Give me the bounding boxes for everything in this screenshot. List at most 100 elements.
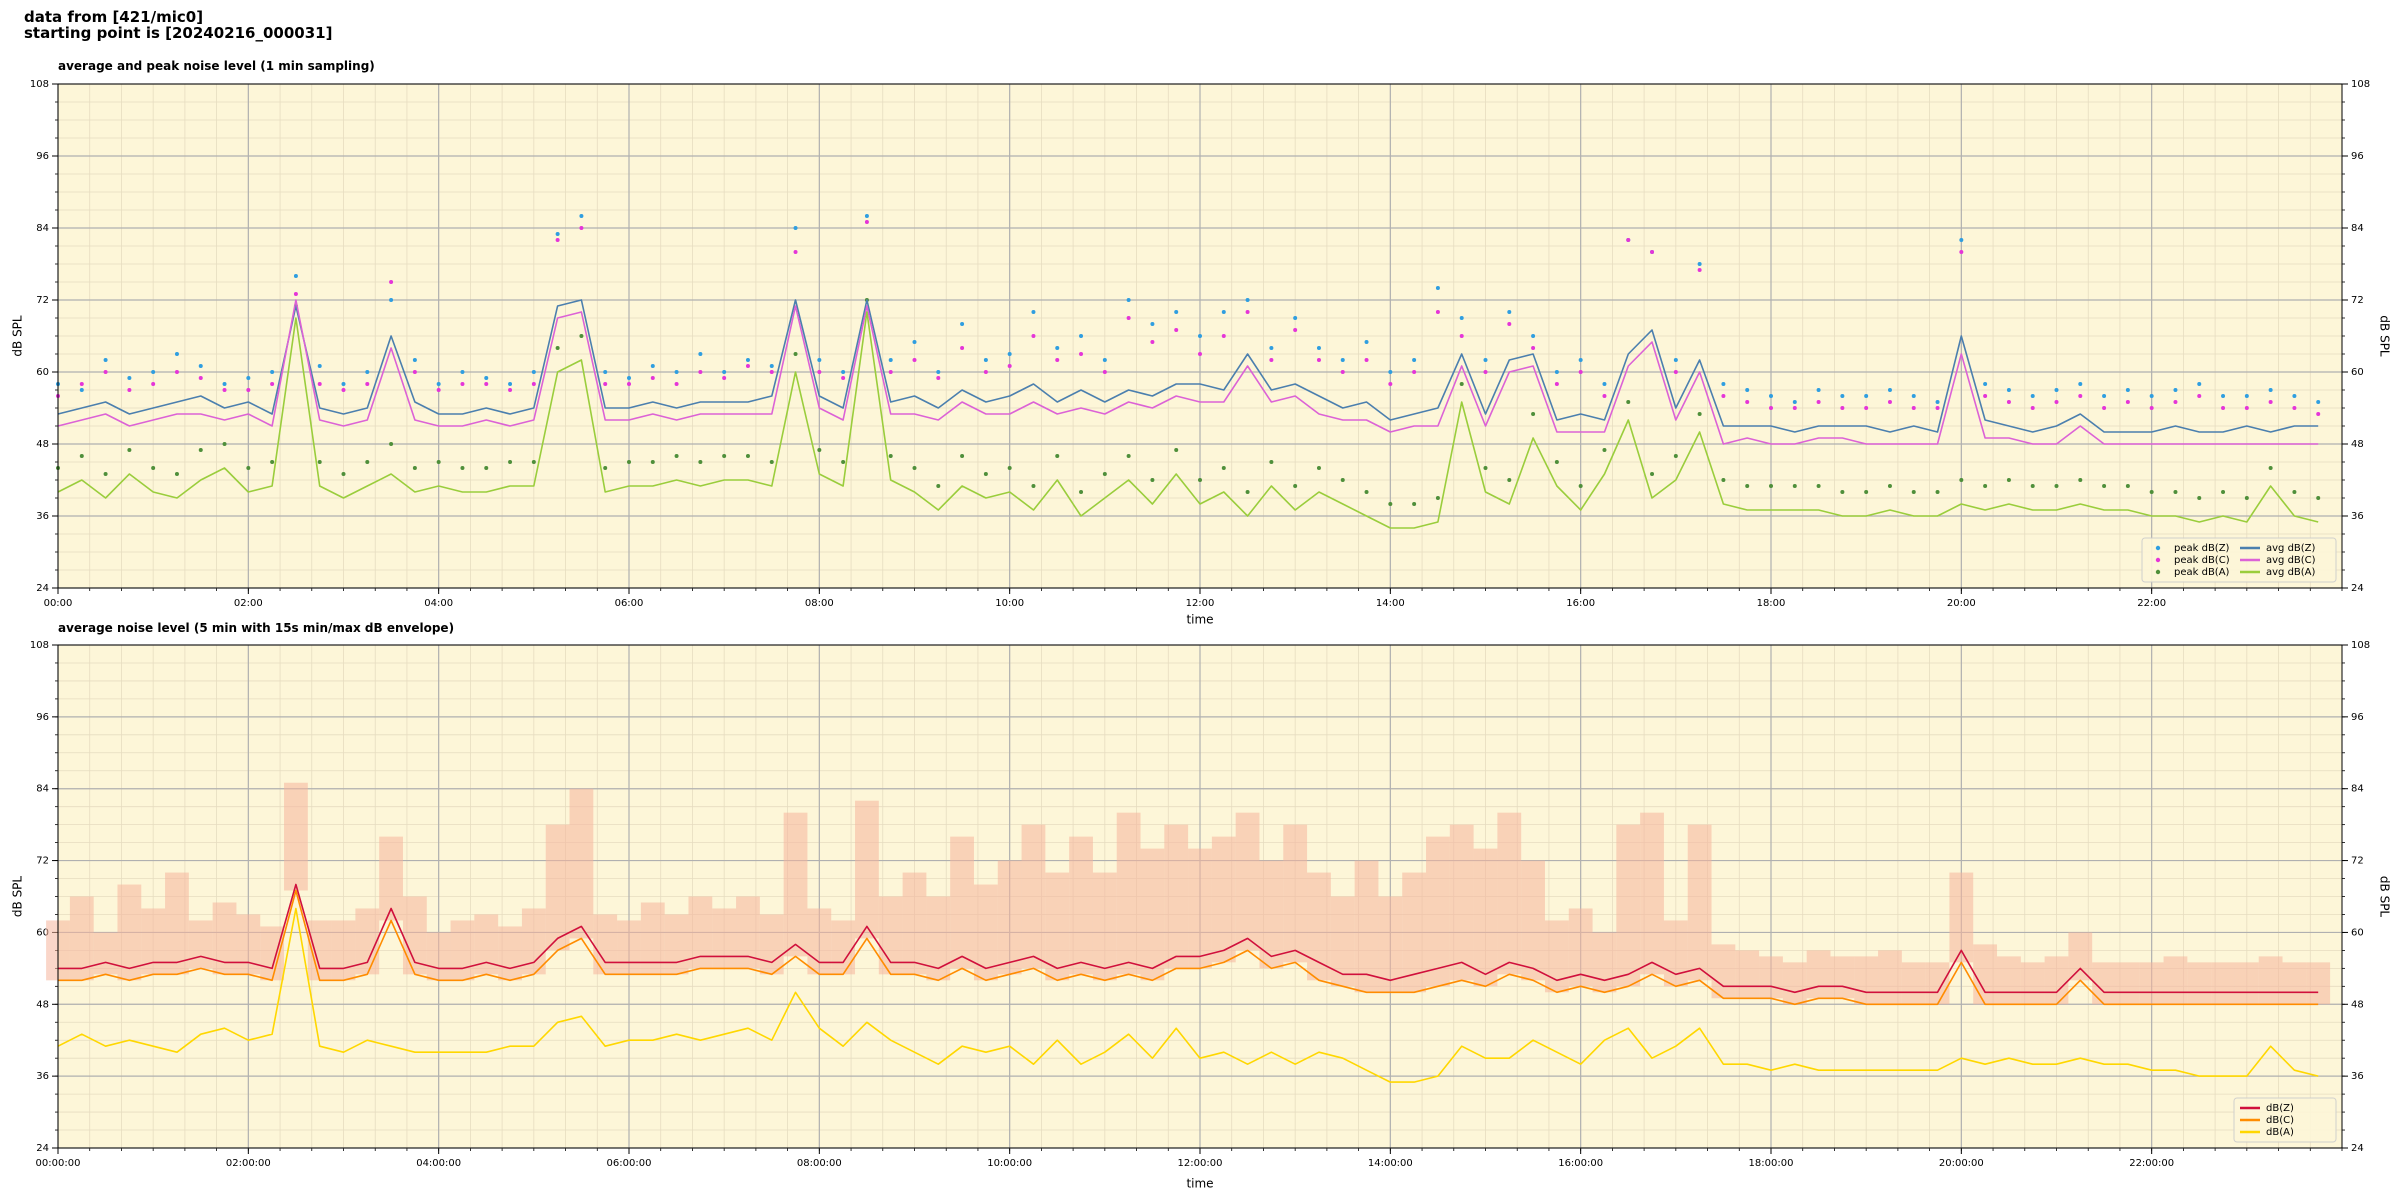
peak-point [603,466,608,470]
series-line [57,299,2319,433]
peak-point [2221,394,2226,398]
peak-point [1935,406,1940,410]
y-tick-label: 24 [2351,1143,2364,1154]
envelope [1973,944,1998,1005]
envelope [1687,824,1712,981]
peak-point [365,382,370,386]
envelope [1330,896,1355,987]
peak-point [2244,406,2249,410]
peak-point [1245,490,1250,494]
peak-point [270,370,275,374]
peak-point [198,376,203,380]
envelope [569,788,594,939]
envelope [2234,962,2259,1005]
peak-point [1959,238,1964,242]
legend-label: avg dB(C) [2266,555,2316,566]
peak-point [1174,328,1179,332]
peak-point [2221,490,2226,494]
envelope [1901,962,1926,1005]
envelope [2020,962,2045,1005]
peak-point [2006,400,2011,404]
peak-point [745,358,750,362]
peak-point [2149,490,2154,494]
peak-point [198,364,203,368]
envelope [1544,920,1569,993]
peak-point [222,442,227,446]
header-line: starting point is [20240216_000031] [24,24,332,42]
x-tick-label: 10:00 [995,598,1024,609]
y-axis-label: dB SPL [11,315,25,357]
x-tick-label: 06:00 [615,598,644,609]
y-tick-label: 60 [2351,927,2364,938]
peak-point [1531,412,1536,416]
envelope [878,896,903,975]
y-tick-label: 24 [36,1143,49,1154]
series-line [57,907,2319,1083]
peak-point [1340,370,1345,374]
peak-point [2054,400,2059,404]
peak-point [603,382,608,386]
envelope [1021,824,1046,969]
peak-point [912,340,917,344]
peak-point [2149,394,2154,398]
peak-point [555,346,560,350]
peak-point [841,376,846,380]
envelope [593,914,618,975]
peak-point [508,388,513,392]
y-tick-label: 96 [36,151,49,162]
envelope [2092,962,2116,1005]
envelope [1426,836,1450,987]
y-tick-label: 36 [2351,511,2364,522]
peak-point [1887,484,1892,488]
legend-label: dB(C) [2266,1115,2294,1126]
peak-point [2125,388,2130,392]
peak-point [1911,394,1916,398]
envelope [69,896,94,981]
x-tick-label: 00:00 [44,598,73,609]
peak-point [1911,490,1916,494]
legend-label: dB(A) [2266,1127,2294,1138]
peak-point [1150,478,1155,482]
peak-point [389,442,394,446]
peak-point [1697,268,1702,272]
envelope [1616,824,1641,987]
peak-point [1769,406,1773,410]
peak-point [1650,250,1655,254]
peak-point [222,388,227,392]
peak-point [508,460,513,464]
peak-point [1673,370,1678,374]
peak-point [1055,358,1060,362]
envelope [1211,836,1236,963]
peak-point [127,448,132,452]
y-tick-label: 24 [2351,583,2364,594]
envelope [1307,872,1331,981]
peak-point [650,460,655,464]
envelope [1806,950,1831,999]
y-tick-label: 72 [2351,856,2364,867]
peak-point [1864,394,1869,398]
envelope [402,896,427,975]
peak-point [2197,496,2202,500]
chart: average noise level (5 min with 15s min/… [11,621,2392,1191]
peak-point [2078,382,2083,386]
x-axis-label: time [1186,613,1213,627]
envelope [1283,824,1308,963]
peak-point [1626,238,1631,242]
y-tick-label: 72 [36,295,49,306]
peak-point [1697,412,1702,416]
x-tick-label: 08:00 [805,598,834,609]
peak-point [579,226,584,230]
peak-point [1554,370,1559,374]
peak-point [1792,406,1797,410]
x-tick-label: 16:00:00 [1558,1158,1603,1169]
envelope [1235,812,1260,951]
peak-point [389,298,394,302]
peak-point [1102,472,1107,476]
envelope [1378,896,1403,993]
envelope [1449,824,1474,981]
peak-point [460,382,465,386]
envelope [1782,962,1807,1005]
peak-point [793,226,798,230]
peak-point [484,466,489,470]
envelope [1402,872,1427,993]
